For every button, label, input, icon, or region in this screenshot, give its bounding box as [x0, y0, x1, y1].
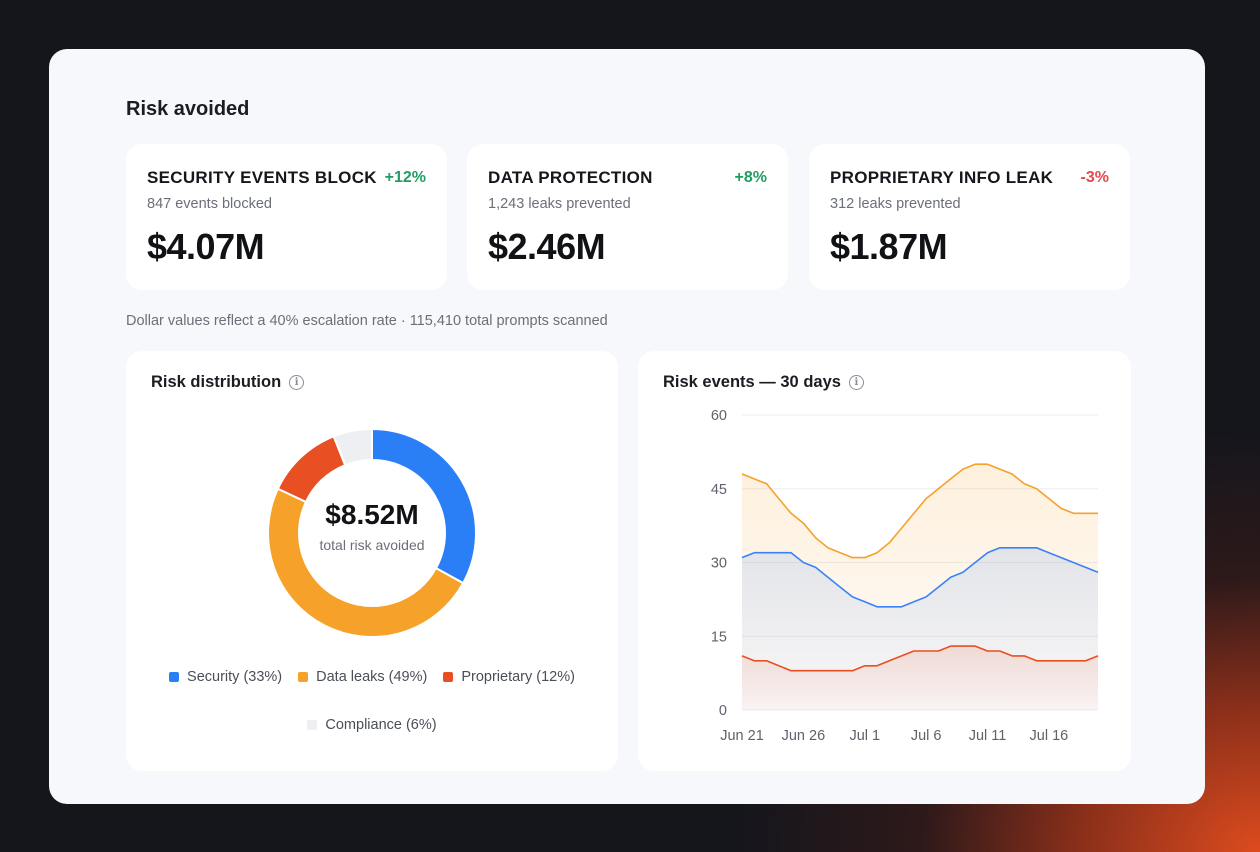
risk-events-title: Risk events — 30 days: [663, 373, 841, 391]
legend-swatch: [298, 672, 309, 682]
info-icon[interactable]: i: [848, 375, 864, 390]
legend-item-security[interactable]: Security (33%): [169, 669, 282, 685]
stat-value: $2.46M: [488, 226, 606, 267]
y-tick-label: 15: [711, 629, 727, 645]
legend-swatch: [307, 720, 318, 730]
stat-subtitle: 312 leaks prevented: [830, 196, 961, 212]
risk-events-card: Risk events — 30 days i 0 15 30 45 60 Jun 21 J…: [638, 351, 1131, 771]
x-tick-label: Jul 6: [911, 728, 942, 744]
legend-label: Security (33%): [187, 669, 283, 685]
risk-distribution-header: Risk distribution i: [151, 373, 305, 392]
legend-label: Compliance (6%): [325, 717, 437, 733]
stat-change-badge: +12%: [384, 169, 426, 186]
stat-card-data-protection: DATA PROTECTION +8% 1,243 leaks prevente…: [467, 144, 788, 290]
legend-item-data-leaks[interactable]: Data leaks (49%): [298, 669, 427, 685]
donut-legend: Security (33%) Data leaks (49%) Propriet…: [126, 669, 618, 733]
section-title: Risk avoided: [126, 98, 250, 120]
stat-subtitle: 847 events blocked: [147, 196, 272, 212]
donut-center: $8.52M total risk avoided: [266, 427, 478, 639]
stat-card-security: SECURITY EVENTS BLOCKED +12% 847 events …: [126, 144, 447, 290]
stat-title: DATA PROTECTION: [488, 168, 653, 187]
stat-value: $1.87M: [830, 226, 948, 267]
risk-events-chart: 0 15 30 45 60 Jun 21 Jun 26 Jul 1 Jul 6 Jul 11 Jul…: [711, 408, 1099, 744]
info-icon[interactable]: i: [289, 375, 305, 390]
donut-chart: $8.52M total risk avoided: [266, 427, 478, 639]
series-line-1[interactable]: [741, 547, 1099, 608]
escalation-note: Dollar values reflect a 40% escalation r…: [126, 313, 608, 329]
stat-title: SECURITY EVENTS BLOCKED: [147, 168, 377, 187]
risk-events-header: Risk events — 30 days i: [663, 373, 864, 392]
legend-label: Data leaks (49%): [316, 669, 428, 685]
x-tick-label: Jun 26: [782, 728, 826, 744]
donut-svg: [267, 427, 477, 638]
donut-slice-compliance[interactable]: [332, 427, 373, 467]
risk-avoided-panel: Risk avoided SECURITY EVENTS BLOCKED +12…: [49, 49, 1205, 804]
x-tick-label: Jun 21: [720, 728, 764, 744]
y-tick-label: 60: [711, 408, 727, 424]
legend-label: Proprietary (12%): [461, 669, 575, 685]
x-tick-label: Jul 11: [969, 728, 1007, 744]
donut-caption: total risk avoided: [319, 537, 425, 553]
y-tick-label: 45: [711, 482, 727, 498]
legend-item-compliance[interactable]: Compliance (6%): [307, 717, 437, 733]
stat-change-badge: +8%: [734, 169, 767, 186]
y-tick-label: 0: [719, 703, 727, 719]
legend-swatch: [443, 672, 454, 682]
y-tick-label: 30: [711, 556, 727, 572]
series-line-2[interactable]: [741, 645, 1099, 672]
stat-title: PROPRIETARY INFO LEAK: [830, 168, 1054, 187]
x-tick-label: Jul 1: [849, 728, 880, 744]
stat-change-badge: -3%: [1080, 169, 1109, 186]
stat-card-proprietary: PROPRIETARY INFO LEAK -3% 312 leaks prev…: [809, 144, 1130, 290]
stat-value: $4.07M: [147, 226, 265, 267]
donut-slice-data-leaks[interactable]: [267, 487, 465, 638]
donut-total-value: $8.52M: [325, 499, 419, 530]
stat-subtitle: 1,243 leaks prevented: [488, 196, 631, 212]
risk-distribution-title: Risk distribution: [151, 373, 282, 391]
legend-swatch: [169, 672, 180, 682]
series-area-2: [742, 646, 1098, 710]
series-line-0[interactable]: [741, 463, 1098, 559]
x-tick-label: Jul 16: [1030, 728, 1069, 744]
legend-item-proprietary[interactable]: Proprietary (12%): [443, 669, 575, 685]
risk-distribution-card: Risk distribution i $8.52M total risk av…: [126, 351, 618, 771]
